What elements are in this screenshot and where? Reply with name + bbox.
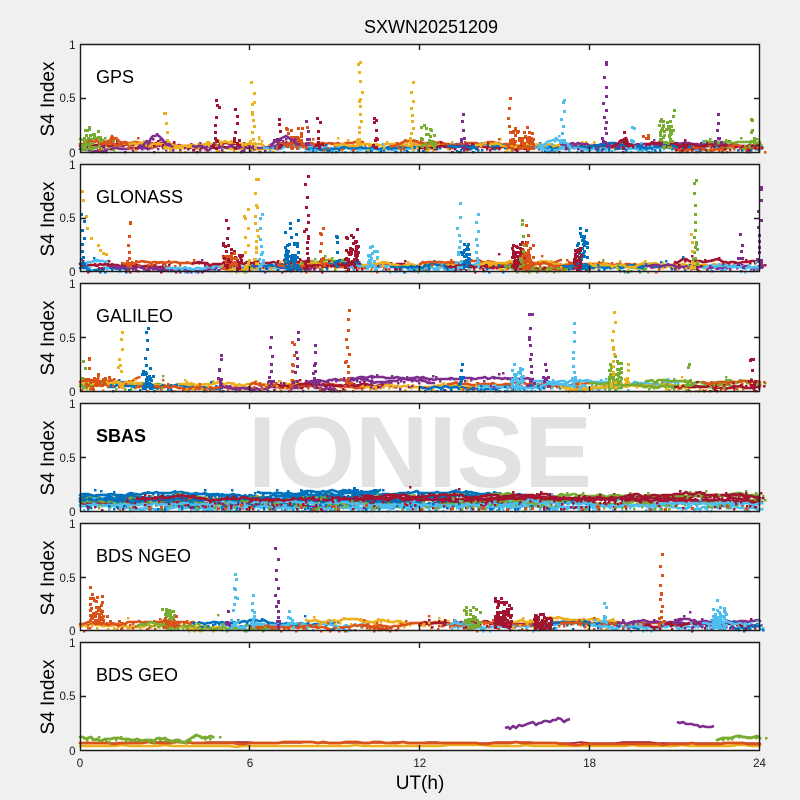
svg-text:18: 18 — [583, 758, 596, 770]
svg-text:1: 1 — [69, 519, 75, 531]
svg-text:GPS: GPS — [96, 67, 134, 87]
svg-text:0: 0 — [69, 626, 75, 638]
svg-text:1: 1 — [69, 279, 75, 291]
svg-text:1: 1 — [69, 638, 75, 650]
svg-text:UT(h): UT(h) — [396, 773, 445, 794]
svg-text:BDS GEO: BDS GEO — [96, 665, 178, 685]
svg-text:SXWN20251209: SXWN20251209 — [364, 17, 498, 37]
svg-text:0.5: 0.5 — [60, 333, 76, 345]
svg-text:0.5: 0.5 — [60, 691, 76, 703]
svg-text:GLONASS: GLONASS — [96, 187, 183, 207]
svg-text:0: 0 — [69, 148, 75, 160]
svg-text:0.5: 0.5 — [60, 93, 76, 105]
svg-text:24: 24 — [753, 758, 766, 770]
svg-text:1: 1 — [69, 399, 75, 411]
svg-text:S4 Index: S4 Index — [38, 659, 59, 734]
svg-text:S4 Index: S4 Index — [38, 181, 59, 256]
svg-text:1: 1 — [69, 40, 75, 52]
svg-text:S4 Index: S4 Index — [38, 300, 59, 375]
svg-text:0: 0 — [69, 507, 75, 519]
svg-text:SBAS: SBAS — [96, 426, 146, 446]
svg-text:0: 0 — [69, 387, 75, 399]
svg-text:0.5: 0.5 — [60, 573, 76, 585]
svg-text:0: 0 — [69, 746, 75, 758]
svg-text:S4 Index: S4 Index — [38, 420, 59, 495]
svg-text:BDS NGEO: BDS NGEO — [96, 546, 191, 566]
svg-text:S4 Index: S4 Index — [38, 61, 59, 136]
svg-text:0.5: 0.5 — [60, 213, 76, 225]
svg-text:S4 Index: S4 Index — [38, 540, 59, 615]
svg-text:0: 0 — [77, 758, 83, 770]
svg-text:6: 6 — [247, 758, 253, 770]
svg-text:1: 1 — [69, 160, 75, 172]
svg-text:0.5: 0.5 — [60, 453, 76, 465]
svg-text:0: 0 — [69, 267, 75, 279]
svg-text:GALILEO: GALILEO — [96, 306, 173, 326]
svg-text:12: 12 — [413, 758, 426, 770]
